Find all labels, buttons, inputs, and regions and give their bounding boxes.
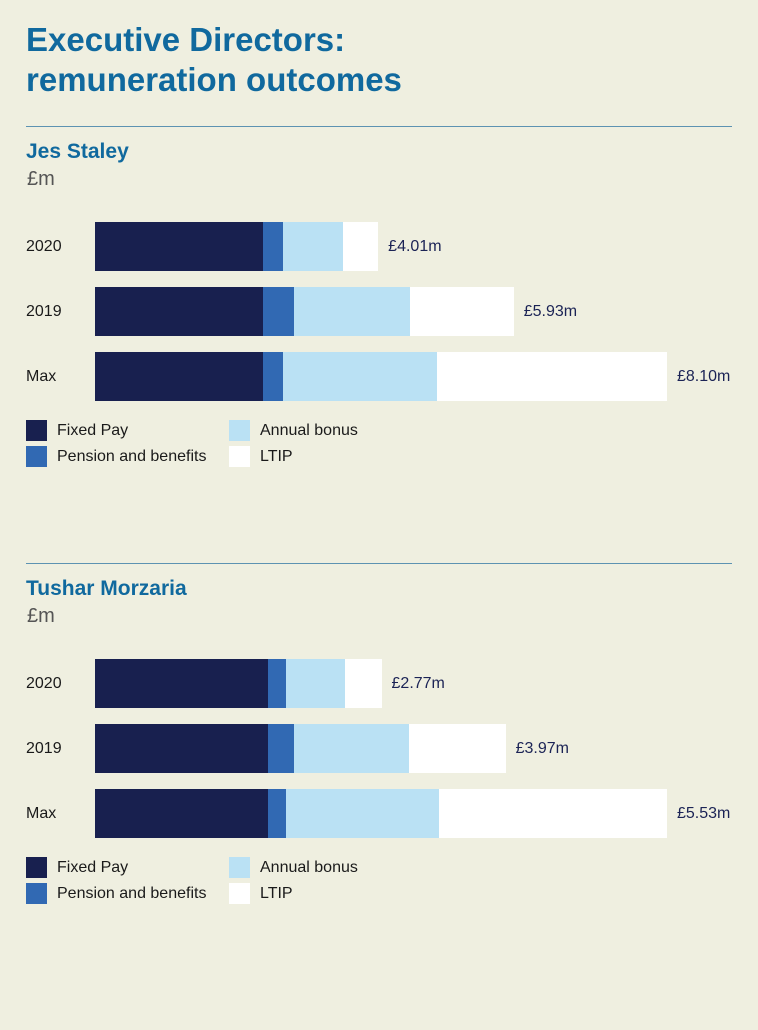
total-label: £8.10m [677, 368, 731, 385]
total-label: £2.77m [391, 675, 445, 692]
legend-label: Fixed Pay [57, 859, 129, 876]
legend-label: LTIP [260, 448, 293, 465]
legend-label: Annual bonus [260, 422, 358, 439]
bar-segment-pension-and-benefits [267, 724, 294, 773]
bar-segment-ltip [409, 287, 514, 336]
legend-swatch [26, 883, 47, 904]
unit-label: £m [27, 605, 55, 627]
bar-segment-annual-bonus [286, 659, 346, 708]
category-label: Max [26, 368, 57, 385]
bar-segment-fixed-pay [95, 222, 264, 271]
section-divider [26, 563, 732, 564]
bar-segment-ltip [345, 659, 382, 708]
bar-segment-annual-bonus [293, 724, 410, 773]
legend-label: Pension and benefits [57, 885, 207, 902]
bar-segment-fixed-pay [95, 287, 264, 336]
title-line-1: Executive Directors: [26, 21, 346, 58]
legend-label: Fixed Pay [57, 422, 129, 439]
bar-segment-annual-bonus [282, 352, 437, 401]
bar-segment-ltip [409, 724, 506, 773]
category-label: Max [26, 805, 57, 822]
total-label: £5.93m [523, 303, 578, 320]
category-label: 2020 [26, 675, 62, 692]
bar-segment-fixed-pay [95, 789, 268, 838]
chart-title: Jes Staley [26, 140, 129, 163]
total-label: £4.01m [388, 238, 442, 255]
total-label: £3.97m [515, 740, 569, 757]
bar-segment-ltip [342, 222, 379, 271]
bar-segment-ltip [436, 352, 667, 401]
legend-swatch [229, 883, 250, 904]
bar-segment-annual-bonus [282, 222, 343, 271]
category-label: 2019 [26, 303, 62, 320]
category-label: 2019 [26, 740, 62, 757]
category-label: 2020 [26, 238, 62, 255]
title-line-2: remuneration outcomes [26, 61, 402, 98]
legend-label: Annual bonus [260, 859, 358, 876]
bar-segment-pension-and-benefits [263, 287, 295, 336]
legend-label: LTIP [260, 885, 293, 902]
unit-label: £m [27, 168, 55, 190]
legend-swatch [26, 446, 47, 467]
bar-segment-pension-and-benefits [263, 222, 283, 271]
bar-segment-fixed-pay [95, 352, 264, 401]
bar-segment-pension-and-benefits [263, 352, 283, 401]
legend-swatch [229, 420, 250, 441]
legend-swatch [229, 446, 250, 467]
bar-segment-ltip [439, 789, 667, 838]
bar-segment-pension-and-benefits [267, 789, 287, 838]
total-label: £5.53m [677, 805, 731, 822]
legend-swatch [26, 857, 47, 878]
section-divider [26, 126, 732, 127]
bar-segment-annual-bonus [286, 789, 440, 838]
page-title: Executive Directors: remuneration outcome… [26, 20, 402, 100]
legend-swatch [26, 420, 47, 441]
bar-segment-fixed-pay [95, 724, 268, 773]
bar-segment-annual-bonus [294, 287, 410, 336]
chart-title: Tushar Morzaria [26, 577, 187, 600]
bar-segment-pension-and-benefits [267, 659, 287, 708]
legend-label: Pension and benefits [57, 448, 207, 465]
bar-segment-fixed-pay [95, 659, 268, 708]
legend-swatch [229, 857, 250, 878]
